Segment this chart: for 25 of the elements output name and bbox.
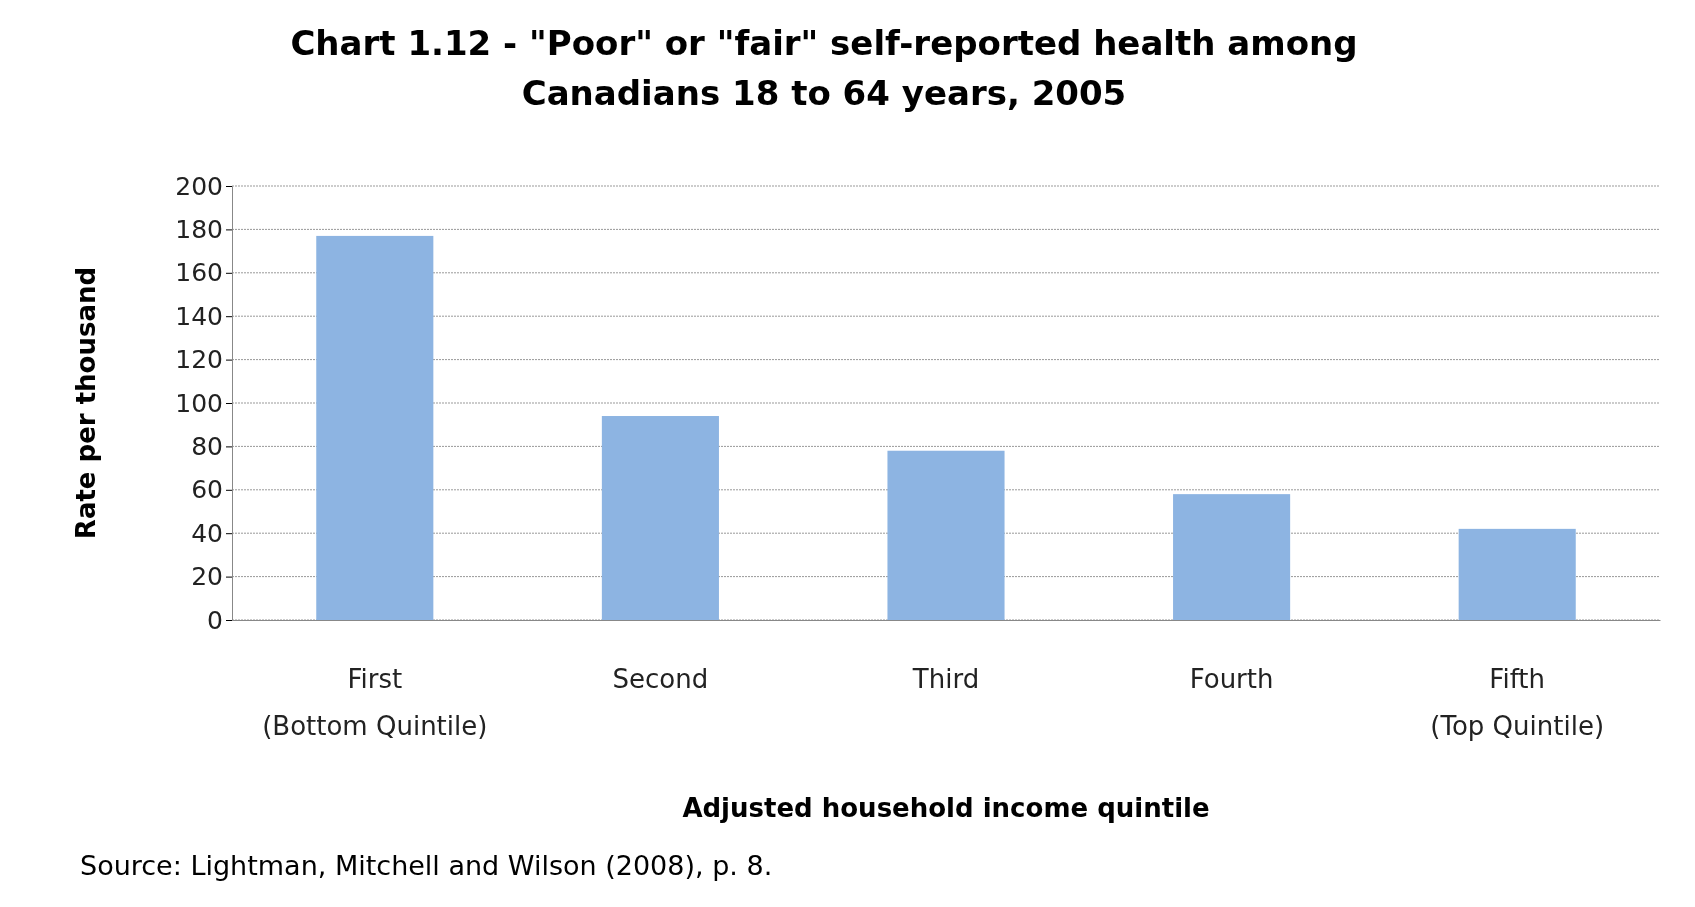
y-tick-label: 180 [175,214,223,244]
x-axis-title: Adjusted household income quintile [682,793,1210,823]
y-tick-label: 200 [175,171,223,201]
chart-title: Chart 1.12 - "Poor" or "fair" self-reported health among Canadians 18 to 64 years, 2005 [290,23,1358,113]
y-tick-label: 160 [175,258,223,288]
x-tick-label: Fifth (Top Quintile) [1430,664,1605,741]
y-tick-label: 60 [191,475,223,505]
x-tick-label: First (Bottom Quintile) [262,664,488,741]
y-tick-label: 120 [175,345,223,375]
x-tick-label: Second [612,664,709,694]
bar [601,416,719,620]
bar [887,450,1005,620]
bar [1458,528,1576,620]
x-tick-label: Fourth [1189,664,1274,694]
y-tick-label: 140 [175,301,223,331]
y-tick-label: 40 [191,518,223,548]
bar [1173,494,1291,620]
y-tick-label: 100 [175,388,223,418]
bar [316,235,434,620]
y-tick-label: 20 [191,562,223,592]
y-axis-title: Rate per thousand [71,266,101,540]
x-tick-label: Third [911,664,980,694]
y-tick-label: 0 [207,605,223,635]
y-tick-label: 80 [191,431,223,461]
source-note: Source: Lightman, Mitchell and Wilson (2008), p. 8. [80,850,773,881]
